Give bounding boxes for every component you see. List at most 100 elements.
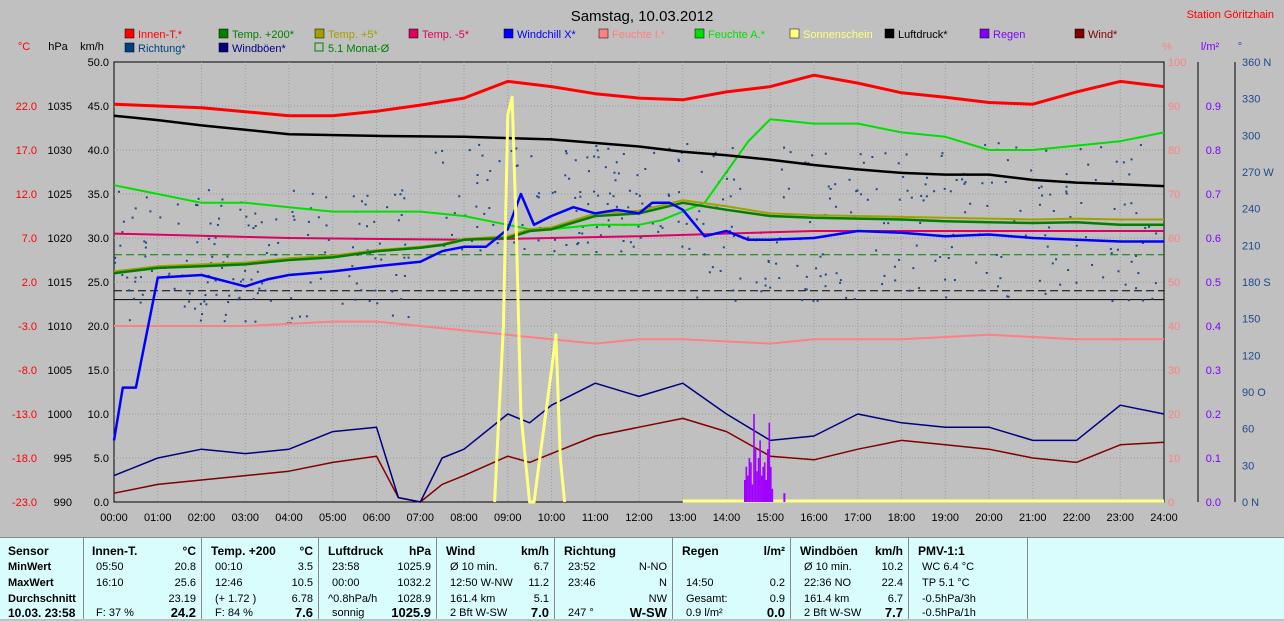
direction-point [608,225,611,228]
direction-point [824,273,827,276]
rain-bar [744,480,746,502]
cell-label: 2 Bft W-SW [450,607,508,619]
series-line-wind [113,417,1165,503]
direction-point [325,196,328,199]
cell-value: 24.2 [170,605,196,620]
cell-value: 6.7 [887,593,903,605]
direction-point [1134,254,1137,257]
direction-point [685,222,688,225]
direction-point [537,239,540,242]
direction-point [218,217,221,220]
pressure-tick-label: 1035 [48,101,72,113]
direction-tick-label: 60 [1242,424,1254,436]
pressure-tick-label: 1005 [48,365,72,377]
direction-point [925,195,928,198]
direction-point [638,194,641,197]
wind-tick-label: 50.0 [88,57,109,69]
station-name: Station Göritzhain [1187,9,1274,21]
direction-point [1155,232,1158,235]
x-tick-label: 12:00 [625,512,653,524]
direction-point [883,274,886,277]
direction-point [1052,210,1055,213]
direction-point [1055,258,1058,261]
rain-bar [770,466,772,502]
direction-point [924,183,927,186]
direction-point [400,214,403,217]
legend-label: Richtung* [138,43,186,55]
pressure-tick-label: 1030 [48,145,72,157]
direction-point [627,206,630,209]
humidity-tick-label: 50 [1168,277,1180,289]
direction-point [128,289,131,292]
direction-point [668,147,671,150]
rain-tick-label: 0.2 [1206,409,1221,421]
rain-bar [771,488,774,502]
direction-point [1038,203,1041,206]
cell-label: Ø 10 min. [450,561,498,573]
direction-point [168,272,171,275]
direction-point [159,216,162,219]
table-column [792,538,909,619]
direction-point [905,153,908,156]
direction-point [945,296,948,299]
direction-point [819,255,822,258]
temp-tick-label: -23.0 [12,497,37,509]
direction-point [767,259,770,262]
direction-point [1111,180,1114,183]
rain-bar [762,466,764,502]
direction-point [374,289,377,292]
pressure-tick-label: 1000 [48,409,72,421]
direction-point [117,190,120,193]
direction-point [659,225,662,228]
direction-point [1019,209,1022,212]
direction-point [213,243,216,246]
direction-point [1148,225,1151,228]
direction-point [404,243,407,246]
direction-point [461,248,464,251]
cell-label: 23:52 [568,561,596,573]
direction-point [776,241,779,244]
direction-tick-label: 0 N [1242,497,1259,509]
direction-point [341,302,344,305]
direction-point [760,290,763,293]
legend-swatch [694,28,705,39]
rain-bar [756,471,758,502]
direction-point [1065,190,1068,193]
direction-point [597,194,600,197]
series-line-windchillx [112,192,1164,441]
direction-point [358,222,361,225]
legend-label: Wind* [1088,29,1118,41]
wind-tick-label: 5.0 [94,453,109,465]
rain-bar [754,449,757,502]
direction-point [260,221,263,224]
direction-point [244,269,247,272]
direction-point [812,299,815,302]
direction-point [239,280,242,283]
legend-label: Windböen* [232,43,287,55]
direction-point [897,162,900,165]
direction-point [176,203,179,206]
series-line-feuchtea [113,118,1165,231]
legend-swatch [314,28,325,39]
direction-point [145,196,148,199]
legend-swatch [884,28,895,39]
direction-point [881,283,884,286]
direction-point [677,158,680,161]
direction-point [489,170,492,173]
x-tick-label: 17:00 [844,512,872,524]
temp-tick-label: 22.0 [16,101,37,113]
direction-point [134,280,137,283]
direction-point [235,289,238,292]
direction-point [565,244,568,247]
direction-point [722,198,725,201]
direction-point [1067,268,1070,271]
direction-point [688,247,691,250]
direction-point [216,223,219,226]
direction-point [819,275,822,278]
direction-point [586,241,589,244]
axis-units: °C hPa km/h% l/m² ° [18,41,1242,53]
direction-point [796,264,799,267]
direction-tick-label: 360 N [1242,57,1271,69]
row-label: Durchschnitt [8,593,76,605]
direction-point [1080,201,1083,204]
